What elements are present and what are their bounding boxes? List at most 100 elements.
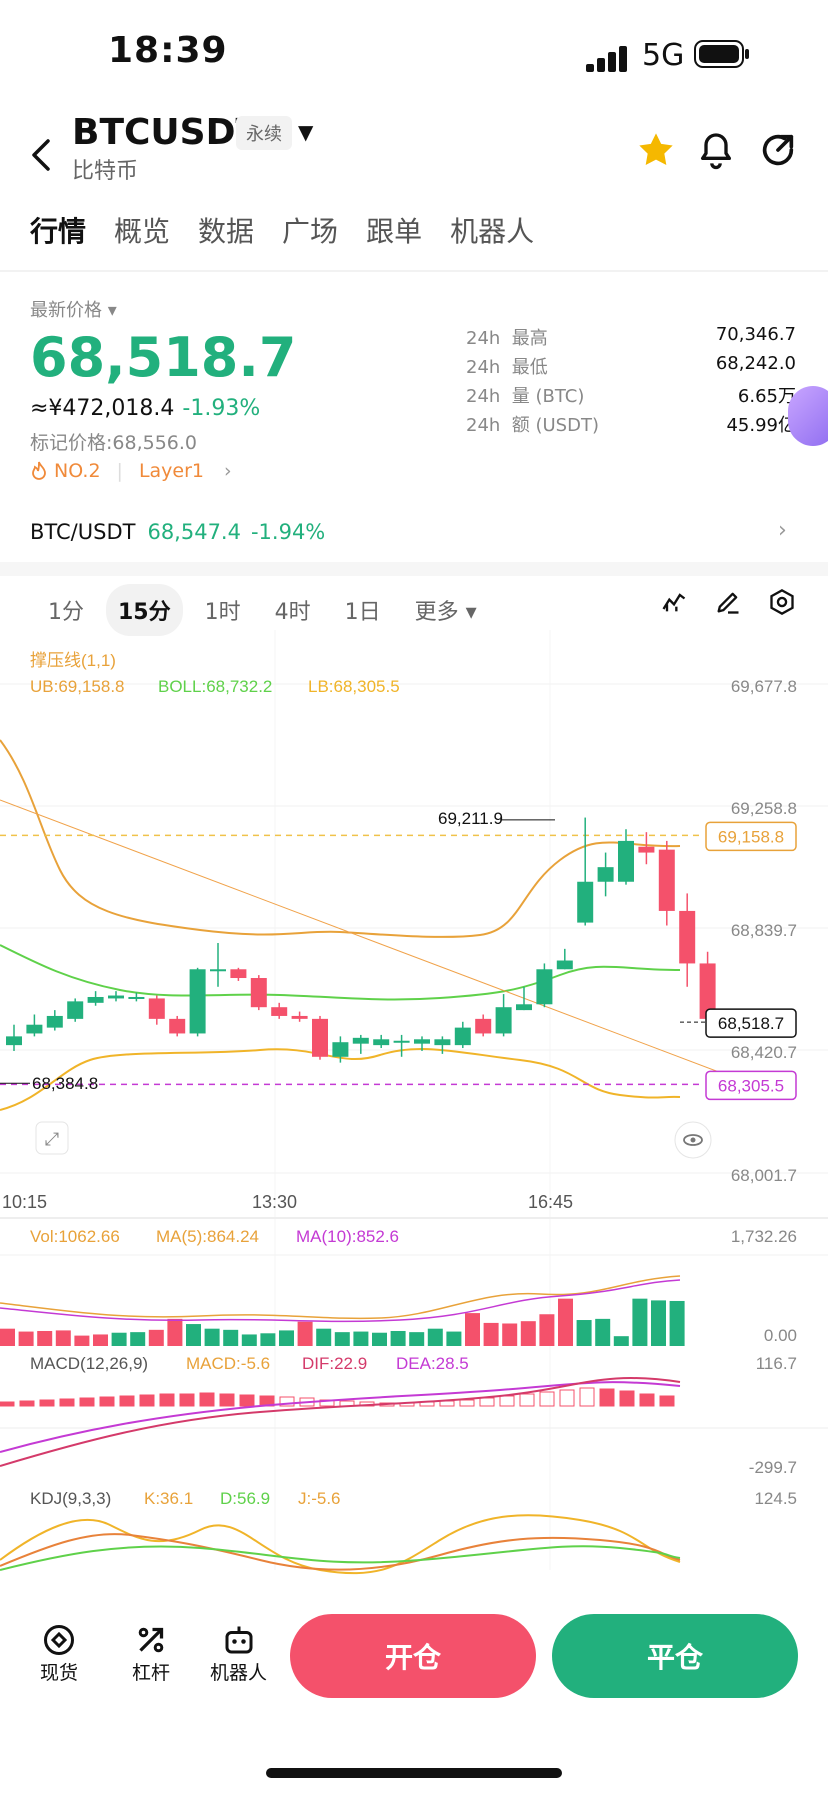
tf-1d[interactable]: 1日 bbox=[344, 600, 381, 625]
volume-bar bbox=[297, 1321, 313, 1346]
indicator-icon[interactable] bbox=[660, 588, 688, 620]
tf-1h[interactable]: 1时 bbox=[204, 600, 241, 625]
tab-copy-trade[interactable]: 跟单 bbox=[366, 215, 423, 248]
rank-row[interactable]: NO.2 | Layer1 › bbox=[30, 460, 232, 482]
back-button[interactable] bbox=[28, 130, 52, 184]
macd-hist-bar bbox=[119, 1395, 135, 1407]
k-line bbox=[0, 1533, 681, 1571]
volume-bar bbox=[0, 1328, 15, 1346]
chevron-right-icon[interactable]: › bbox=[778, 518, 787, 543]
j-value: J:-5.6 bbox=[298, 1489, 341, 1508]
chevron-right-icon: › bbox=[224, 460, 232, 482]
spot-pair-row[interactable]: BTC/USDT 68,547.4 -1.94% bbox=[30, 520, 325, 544]
tf-more[interactable]: 更多 ▾ bbox=[414, 600, 477, 625]
vol-axis-top: 1,732.26 bbox=[731, 1227, 797, 1246]
macd-hist-bar bbox=[659, 1395, 675, 1407]
tab-overview[interactable]: 概览 bbox=[114, 215, 171, 248]
volume-bar bbox=[576, 1320, 592, 1346]
macd-hist-bar bbox=[459, 1399, 475, 1407]
macd-value: MACD:-5.6 bbox=[186, 1354, 270, 1373]
flame-icon bbox=[32, 461, 46, 480]
spot-price: 68,547.4 bbox=[147, 520, 241, 544]
tab-bot[interactable]: 机器人 bbox=[450, 215, 535, 248]
volume-bar bbox=[55, 1330, 71, 1346]
chart-settings-icon[interactable] bbox=[768, 588, 796, 620]
volume-bar bbox=[93, 1334, 108, 1346]
candle-body bbox=[332, 1042, 349, 1057]
latest-price-label[interactable]: 最新价格 ▾ bbox=[30, 300, 117, 321]
kdj-title: KDJ(9,3,3) bbox=[30, 1489, 111, 1508]
main-tabs: 行情 概览 数据 广场 跟单 机器人 bbox=[30, 210, 534, 250]
leverage-button[interactable]: 杠杆 bbox=[132, 1622, 170, 1685]
symbol-title[interactable]: BTCUSDT bbox=[72, 112, 261, 153]
volume-bar bbox=[241, 1334, 257, 1346]
ub-price-tag: 69,158.8 bbox=[718, 827, 784, 846]
j-line bbox=[0, 1514, 681, 1575]
spot-button[interactable]: 现货 bbox=[40, 1622, 78, 1685]
k-value: K:36.1 bbox=[144, 1489, 193, 1508]
tab-market[interactable]: 行情 bbox=[30, 215, 87, 248]
signal-icon bbox=[586, 46, 630, 72]
candle-body bbox=[108, 995, 124, 999]
d-line bbox=[0, 1545, 681, 1571]
kdj-axis-top: 124.5 bbox=[754, 1489, 797, 1508]
bell-icon[interactable] bbox=[696, 130, 736, 174]
favorite-star-icon[interactable] bbox=[636, 130, 676, 174]
candle-body bbox=[658, 849, 675, 911]
candle-body bbox=[87, 996, 104, 1003]
close-position-button[interactable]: 平仓 bbox=[552, 1614, 798, 1698]
timeframe-bar: 1分 15分 1时 4时 1日 更多 ▾ bbox=[36, 584, 489, 636]
tab-data[interactable]: 数据 bbox=[198, 215, 255, 248]
volume-bar bbox=[316, 1328, 332, 1346]
price-tick: 69,258.8 bbox=[731, 799, 797, 818]
candle-body bbox=[373, 1039, 390, 1046]
dif-line bbox=[0, 1377, 681, 1467]
bot-label: 机器人 bbox=[210, 1662, 268, 1684]
spot-change: -1.94% bbox=[250, 520, 326, 544]
candle-body bbox=[189, 969, 206, 1034]
draw-pen-icon[interactable] bbox=[714, 588, 742, 620]
volume-bar bbox=[427, 1328, 443, 1346]
trend-line bbox=[0, 799, 741, 1081]
home-indicator bbox=[266, 1768, 562, 1778]
tf-15m[interactable]: 15分 bbox=[106, 584, 183, 636]
dif-value: DIF:22.9 bbox=[302, 1354, 367, 1373]
candle-body bbox=[434, 1039, 451, 1046]
bot-button[interactable]: 机器人 bbox=[210, 1622, 267, 1685]
volume-bar bbox=[558, 1298, 573, 1346]
candle-body bbox=[6, 1036, 22, 1046]
rank-label: NO.2 bbox=[54, 460, 101, 482]
tf-4h[interactable]: 4时 bbox=[274, 600, 311, 625]
volume-bar bbox=[74, 1335, 90, 1346]
high-label: 69,211.9 bbox=[438, 809, 503, 828]
volume-bar bbox=[279, 1330, 294, 1346]
price-change: -1.93% bbox=[182, 396, 261, 421]
macd-hist-bar bbox=[559, 1389, 575, 1407]
ub-price-tag-box bbox=[705, 821, 797, 852]
stat-high: 24h 最高 70,346.7 bbox=[466, 324, 796, 349]
share-icon[interactable] bbox=[758, 130, 798, 174]
macd-hist-bar bbox=[39, 1399, 55, 1407]
volume-bar bbox=[465, 1313, 480, 1346]
tab-square[interactable]: 广场 bbox=[282, 215, 339, 248]
floating-assistant-button[interactable] bbox=[788, 386, 828, 446]
stats-24h: 24h 最高 70,346.7 24h 最低 68,242.0 24h 量 (BTC… bbox=[466, 324, 796, 440]
time-tick: 16:45 bbox=[528, 1192, 573, 1212]
candle-body bbox=[679, 910, 696, 964]
volume-bar bbox=[334, 1332, 350, 1346]
symbol-dropdown-icon[interactable]: ▼ bbox=[298, 120, 314, 144]
time-tick: 10:15 bbox=[2, 1192, 47, 1212]
macd-hist-bar bbox=[639, 1393, 655, 1407]
kline-chart[interactable]: 撑压线(1,1) UB:69,158.8 BOLL:68,732.2 LB:68,30… bbox=[0, 630, 828, 1590]
low-label: 68,384.8 bbox=[32, 1074, 98, 1093]
ma10-line bbox=[0, 1279, 681, 1323]
macd-hist-bar bbox=[499, 1395, 515, 1407]
macd-title: MACD(12,26,9) bbox=[30, 1354, 148, 1373]
eye-icon-shape bbox=[683, 1134, 703, 1146]
leverage-label: 杠杆 bbox=[132, 1662, 171, 1684]
tf-1m[interactable]: 1分 bbox=[48, 600, 84, 625]
open-position-button[interactable]: 开仓 bbox=[290, 1614, 536, 1698]
stat-turnover: 24h 额 (USDT) 45.99亿 bbox=[466, 415, 796, 436]
dea-value: DEA:28.5 bbox=[396, 1354, 469, 1373]
volume-bar bbox=[446, 1331, 462, 1346]
